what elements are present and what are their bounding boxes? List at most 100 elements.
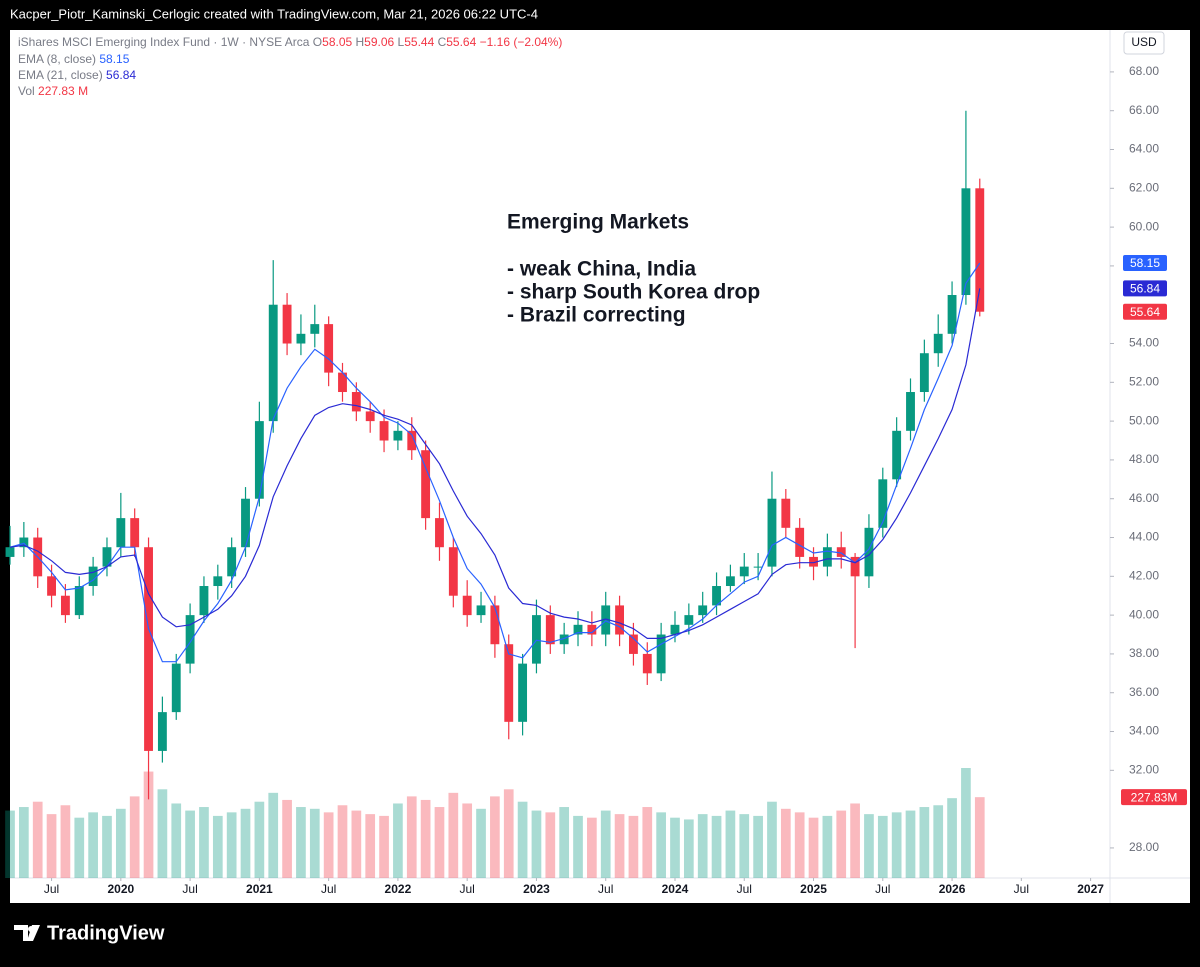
volume-bar <box>254 801 265 878</box>
volume-bar <box>877 815 888 878</box>
candle-body <box>947 295 957 334</box>
change-value: −1.16 (−2.04%) <box>480 35 563 49</box>
price-badge <box>1123 303 1167 320</box>
candle-body <box>809 556 818 567</box>
candle-body <box>5 547 15 557</box>
volume-value: 227.83 M <box>38 84 88 98</box>
candle-body <box>712 586 721 606</box>
y-tick-label: 34.00 <box>1129 724 1159 738</box>
annotation: - sharp South Korea drop <box>507 281 760 304</box>
volume-bar <box>974 797 985 878</box>
candle-body <box>878 479 888 528</box>
candle-body <box>781 498 791 528</box>
volume-bar <box>102 815 112 878</box>
close-value: 55.64 <box>446 35 476 49</box>
y-tick-label: 28.00 <box>1129 840 1159 854</box>
candle-body <box>324 324 334 373</box>
y-tick-label: 64.00 <box>1129 142 1159 156</box>
volume-bar <box>559 807 570 878</box>
volume-bar <box>5 810 15 878</box>
volume-bar <box>656 812 666 878</box>
candle-body <box>199 586 209 616</box>
volume-bar <box>503 789 514 878</box>
volume-bar <box>476 808 486 878</box>
volume-bar <box>517 801 528 878</box>
ema-line <box>9 262 981 663</box>
candle-body <box>19 537 29 548</box>
volume-bar <box>448 792 459 878</box>
candle-body <box>74 586 84 616</box>
volume-bar <box>337 805 348 878</box>
price-badge-label: 55.64 <box>1130 305 1160 319</box>
candle-body <box>130 518 140 548</box>
x-tick-label: Jul <box>460 882 475 896</box>
candle-body <box>739 566 749 577</box>
volume-bar <box>531 810 542 878</box>
x-tick-label: Jul <box>875 882 890 896</box>
volume-bar <box>725 810 736 878</box>
volume-bar <box>171 803 182 878</box>
candle-body <box>628 634 638 654</box>
volume-bar <box>282 799 292 878</box>
x-tick-label: 2024 <box>662 882 689 896</box>
y-tick-label: 54.00 <box>1129 336 1159 350</box>
x-tick-label: 2022 <box>385 882 412 896</box>
candle-body <box>338 372 347 393</box>
volume-bar <box>600 810 611 878</box>
volume-bar <box>891 812 902 878</box>
candle-body <box>615 605 625 635</box>
ema-name: EMA (21, close) <box>18 68 103 82</box>
logo-dot <box>28 926 34 932</box>
header-text: Kacper_Piotr_Kaminski_Cerlogic created w… <box>10 6 538 21</box>
candle-body <box>241 498 250 548</box>
ohlc-letter: H <box>352 35 364 49</box>
volume-bar <box>379 815 389 878</box>
volume-bar <box>143 771 154 878</box>
candle-body <box>767 498 777 567</box>
volume-bar <box>628 815 639 878</box>
chart-panel <box>10 30 1190 903</box>
y-tick-label: 46.00 <box>1129 491 1159 505</box>
ohlc-letter: C <box>434 35 446 49</box>
x-tick-label: 2023 <box>523 882 550 896</box>
volume-bar <box>614 814 625 878</box>
brand-name: TradingView <box>47 922 165 944</box>
candle-body <box>379 421 389 441</box>
x-tick-label: 2025 <box>800 882 827 896</box>
candle-body <box>545 615 555 645</box>
y-tick-label: 50.00 <box>1129 413 1159 427</box>
candle-body <box>698 605 708 616</box>
volume-bar <box>365 814 376 878</box>
volume-bar <box>393 803 403 878</box>
y-tick-label: 60.00 <box>1129 219 1159 233</box>
candle-body <box>227 547 237 577</box>
candle-body <box>254 421 264 499</box>
candle-body <box>836 547 846 557</box>
x-tick-label: Jul <box>1014 882 1029 896</box>
volume-bar <box>739 814 750 878</box>
annotation: - Brazil correcting <box>507 304 686 327</box>
candle-body <box>919 353 929 393</box>
volume-bar <box>19 807 29 878</box>
candle-body <box>351 392 361 412</box>
volume-badge <box>1121 789 1187 806</box>
x-tick-label: 2027 <box>1077 882 1104 896</box>
ema-value: 58.15 <box>99 52 129 66</box>
volume-bar <box>240 808 251 878</box>
candle-body <box>961 188 971 296</box>
candle-body <box>185 615 195 664</box>
x-tick-label: 2026 <box>939 882 966 896</box>
candle-body <box>656 634 666 674</box>
legend-row: EMA (21, close) 56.84 <box>18 68 136 82</box>
ema-value: 56.84 <box>106 68 136 82</box>
candle-body <box>102 547 112 567</box>
volume-bar <box>462 803 473 878</box>
candle-body <box>47 576 56 596</box>
currency-box[interactable] <box>1123 31 1165 55</box>
volume-bar <box>697 814 708 878</box>
candle-body <box>60 595 70 616</box>
candle-body <box>684 615 694 625</box>
price-badge <box>1123 255 1167 272</box>
x-tick-label: Jul <box>182 882 197 896</box>
